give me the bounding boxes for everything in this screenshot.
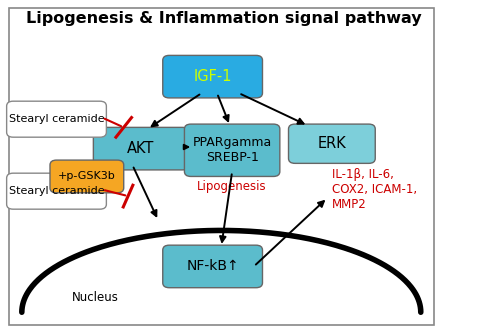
FancyBboxPatch shape (93, 127, 188, 170)
Text: Stearyl ceramide: Stearyl ceramide (9, 114, 104, 124)
Text: PPARgamma
SREBP-1: PPARgamma SREBP-1 (192, 136, 271, 164)
Text: IGF-1: IGF-1 (193, 69, 231, 84)
Text: AKT: AKT (127, 141, 155, 156)
Text: NF-kB↑: NF-kB↑ (186, 259, 239, 274)
Text: IL-1β, IL-6,
COX2, ICAM-1,
MMP2: IL-1β, IL-6, COX2, ICAM-1, MMP2 (331, 168, 416, 211)
FancyBboxPatch shape (50, 160, 123, 193)
Text: Lipogenesis: Lipogenesis (197, 180, 266, 193)
FancyBboxPatch shape (7, 101, 106, 137)
FancyBboxPatch shape (288, 124, 374, 163)
FancyBboxPatch shape (162, 245, 262, 288)
Text: Lipogenesis & Inflammation signal pathway: Lipogenesis & Inflammation signal pathwa… (26, 11, 421, 26)
Text: +p-GSK3b: +p-GSK3b (58, 172, 116, 182)
FancyBboxPatch shape (7, 173, 106, 209)
Text: Nucleus: Nucleus (72, 291, 118, 304)
Text: Stearyl ceramide: Stearyl ceramide (9, 186, 104, 196)
FancyBboxPatch shape (162, 55, 262, 98)
Text: ERK: ERK (317, 136, 346, 151)
FancyBboxPatch shape (184, 124, 279, 177)
